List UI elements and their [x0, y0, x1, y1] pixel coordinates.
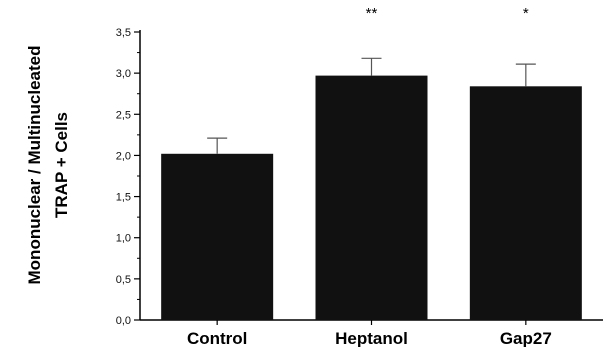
x-tick-label: Heptanol [335, 329, 408, 347]
bar [469, 86, 582, 321]
y-tick-label: 1,0 [116, 233, 131, 245]
significance-marker: ** [366, 5, 378, 22]
y-tick-label: 1,5 [116, 192, 131, 204]
y-tick-label: 2,5 [116, 109, 131, 121]
y-tick-label: 3,5 [116, 27, 131, 39]
x-tick-label: Control [187, 329, 247, 347]
y-axis-label-line-2: TRAP + Cells [52, 112, 71, 218]
y-axis-label-line-1: Mononuclear / Multinucleated [25, 46, 44, 285]
y-tick-label: 2,0 [116, 150, 131, 162]
labels: Control Heptanol ** Gap27 * [187, 5, 552, 347]
y-tick-label: 0,0 [116, 315, 131, 327]
y-tick-label: 3,0 [116, 68, 131, 80]
x-tick-label: Gap27 [500, 329, 552, 347]
bar [161, 153, 274, 320]
bars [161, 57, 582, 321]
y-axis-label: Mononuclear / Multinucleated TRAP + Cell… [25, 46, 71, 285]
y-tick-label: 0,5 [116, 274, 131, 286]
significance-marker: * [523, 5, 529, 22]
bar [315, 75, 428, 321]
